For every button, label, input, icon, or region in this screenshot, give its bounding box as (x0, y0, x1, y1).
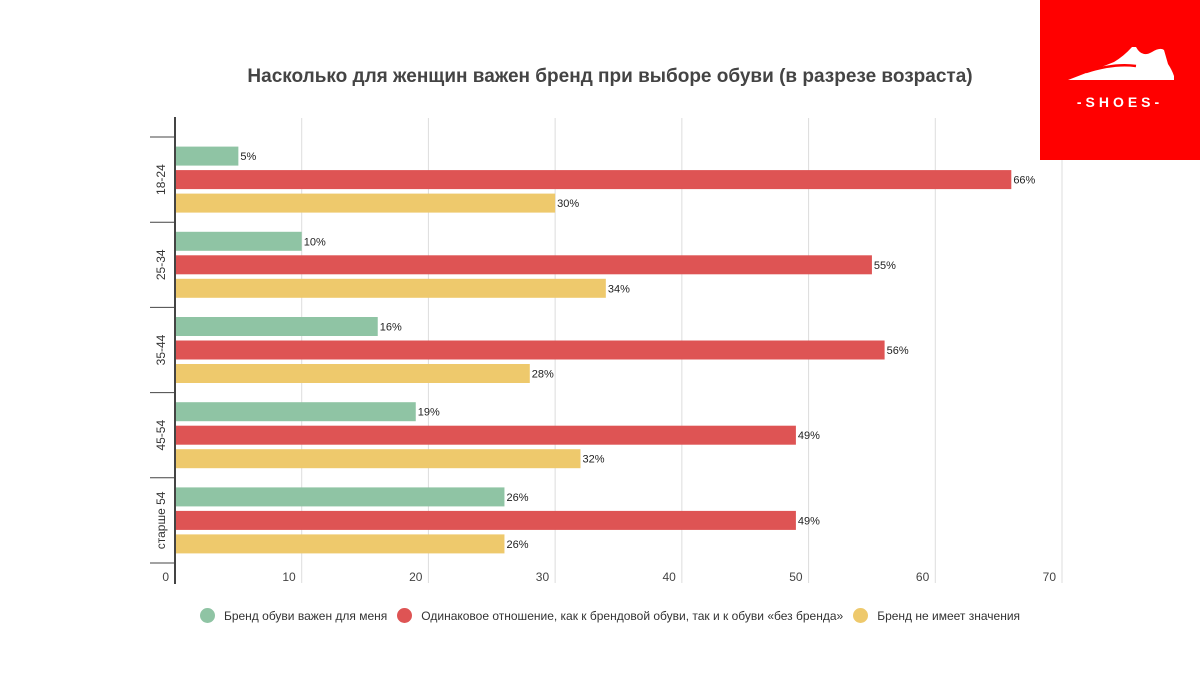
y-category-label: 25-34 (154, 249, 168, 280)
y-category-label: 45-54 (154, 420, 168, 451)
bar-value-label: 34% (608, 283, 630, 295)
x-tick-label: 0 (162, 570, 169, 584)
legend-item-important: Бренд обуви важен для меня (199, 608, 388, 623)
bar (175, 231, 302, 251)
bar-value-label: 55% (874, 260, 896, 272)
shoe-icon (1068, 47, 1174, 80)
legend-swatch-equal (397, 608, 413, 623)
logo-text: -SHOES- (1076, 94, 1164, 110)
bar (175, 317, 378, 336)
bar (175, 449, 581, 469)
bar-value-label: 56% (887, 345, 909, 357)
bar (175, 193, 556, 213)
bar-value-label: 66% (1013, 175, 1035, 187)
legend-label-not-important: Бренд не имеет значения (877, 608, 1021, 623)
bar-value-label: 16% (380, 322, 402, 334)
bar-value-label: 26% (506, 492, 528, 504)
bar-value-label: 26% (506, 539, 528, 551)
bar (175, 402, 416, 422)
x-tick-label: 20 (409, 570, 423, 584)
legend-label-important: Бренд обуви важен для меня (223, 608, 388, 623)
bar (175, 425, 796, 445)
bar (175, 510, 796, 530)
bar (175, 340, 885, 360)
bar (175, 170, 1012, 190)
legend-label-equal: Одинаковое отношение, как к брендовой об… (421, 608, 844, 623)
bar (175, 364, 530, 383)
bar (175, 146, 239, 166)
chart-title: Насколько для женщин важен бренд при выб… (247, 66, 973, 87)
bar-value-label: 49% (798, 515, 820, 527)
legend-item-equal: Одинаковое отношение, как к брендовой об… (397, 608, 843, 623)
chart-legend: Бренд обуви важен для меня Одинаковое от… (0, 608, 1200, 623)
x-tick-label: 10 (282, 570, 296, 584)
shoes-logo: -SHOES- (1040, 0, 1200, 160)
legend-item-not-important: Бренд не имеет значения (853, 608, 1020, 623)
bar-value-label: 30% (557, 198, 579, 210)
x-tick-label: 40 (662, 570, 676, 584)
bar-value-label: 32% (582, 454, 604, 466)
y-category-label: 35-44 (154, 334, 168, 365)
legend-swatch-important (199, 608, 215, 623)
bar-value-label: 49% (798, 430, 820, 442)
x-tick-label: 70 (1043, 570, 1057, 584)
bar-value-label: 19% (418, 407, 440, 419)
bar (175, 255, 872, 275)
bar (175, 278, 606, 298)
bar-value-label: 10% (304, 236, 326, 248)
bar (175, 534, 505, 554)
legend-swatch-not-important (853, 608, 869, 623)
x-tick-label: 50 (789, 570, 803, 584)
bar-value-label: 28% (532, 369, 554, 381)
x-tick-label: 60 (916, 570, 930, 584)
bar (175, 487, 505, 507)
y-category-label: старше 54 (154, 491, 168, 549)
x-tick-label: 30 (536, 570, 550, 584)
y-category-label: 18-24 (154, 164, 168, 195)
bar-value-label: 5% (240, 151, 256, 163)
